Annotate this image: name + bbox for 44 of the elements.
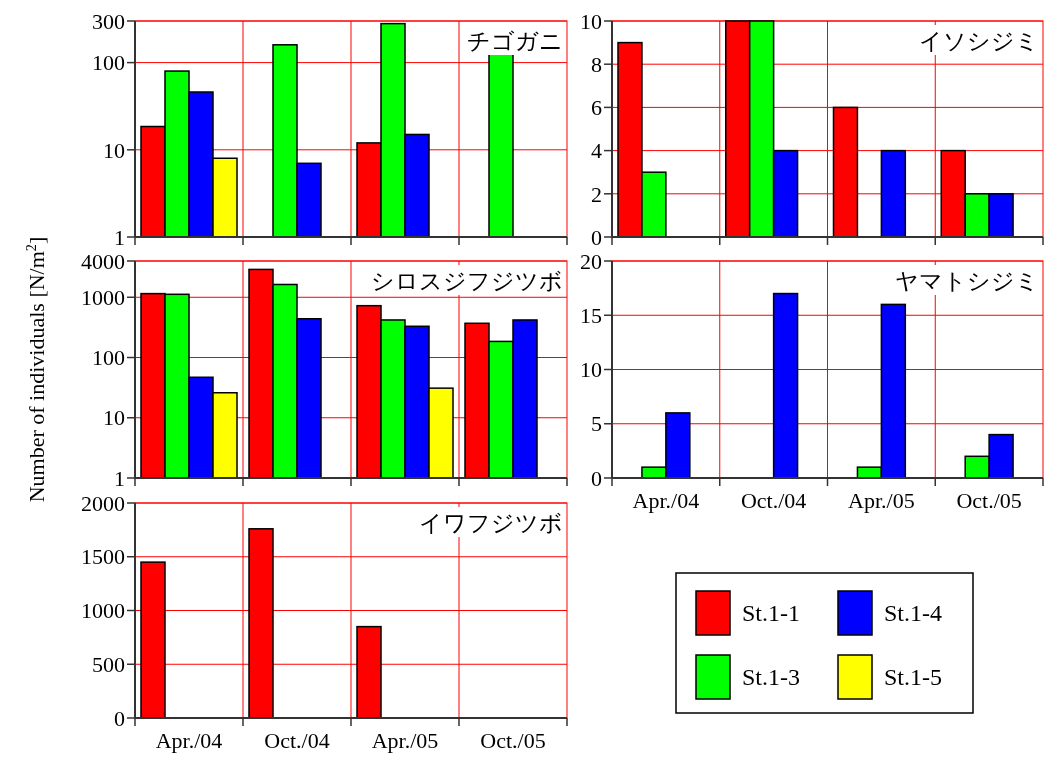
- x-tick-label: Apr./05: [848, 488, 915, 513]
- chart-title: チゴガニ: [467, 28, 563, 54]
- chart-title: イソシジミ: [919, 28, 1039, 54]
- y-tick-label: 15: [580, 302, 602, 328]
- y-tick-label: 20: [580, 248, 602, 274]
- y-tick-label: 2: [591, 181, 602, 207]
- y-tick-label: 8: [591, 51, 602, 77]
- x-tick-label: Apr./04: [155, 728, 223, 753]
- x-tick-label: Oct./04: [264, 728, 330, 753]
- bar: [880, 149, 907, 238]
- x-tick-label: Oct./05: [956, 488, 1022, 513]
- y-tick-label: 10: [103, 405, 125, 431]
- legend-label: St.1-3: [742, 664, 801, 691]
- y-tick-label: 500: [92, 651, 125, 677]
- y-tick-label: 0: [591, 224, 602, 250]
- x-tick-label: Apr./04: [632, 488, 700, 513]
- y-tick-label: 2000: [81, 490, 125, 516]
- y-tick-label: 4000: [81, 248, 125, 274]
- y-tick-label: 10: [580, 357, 602, 383]
- bar: [772, 292, 799, 479]
- chart-title: シロスジフジツボ: [371, 268, 563, 294]
- legend-label: St.1-1: [742, 600, 801, 627]
- y-tick-label: 1: [114, 465, 125, 491]
- legend-label: St.1-4: [884, 600, 943, 627]
- y-tick-label: 6: [591, 95, 602, 121]
- y-tick-label: 100: [92, 50, 125, 76]
- y-tick-label: 5: [591, 411, 602, 437]
- y-tick-label: 300: [92, 8, 125, 34]
- legend-label: St.1-5: [884, 664, 943, 691]
- y-tick-label: 1000: [81, 284, 125, 310]
- chart-title: イワフジツボ: [419, 510, 563, 536]
- chart-title: ヤマトシジミ: [895, 268, 1039, 294]
- y-tick-label: 1500: [81, 544, 125, 570]
- y-tick-label: 0: [591, 465, 602, 491]
- y-tick-label: 1000: [81, 598, 125, 624]
- y-tick-label: 10: [580, 8, 602, 34]
- y-tick-label: 1: [114, 224, 125, 250]
- y-tick-label: 10: [103, 137, 125, 163]
- x-tick-label: Oct./05: [480, 728, 546, 753]
- y-tick-label: 4: [591, 138, 602, 164]
- x-tick-label: Apr./05: [371, 728, 439, 753]
- y-tick-label: 100: [92, 345, 125, 371]
- x-tick-label: Oct./04: [740, 488, 807, 513]
- y-tick-label: 0: [114, 705, 125, 731]
